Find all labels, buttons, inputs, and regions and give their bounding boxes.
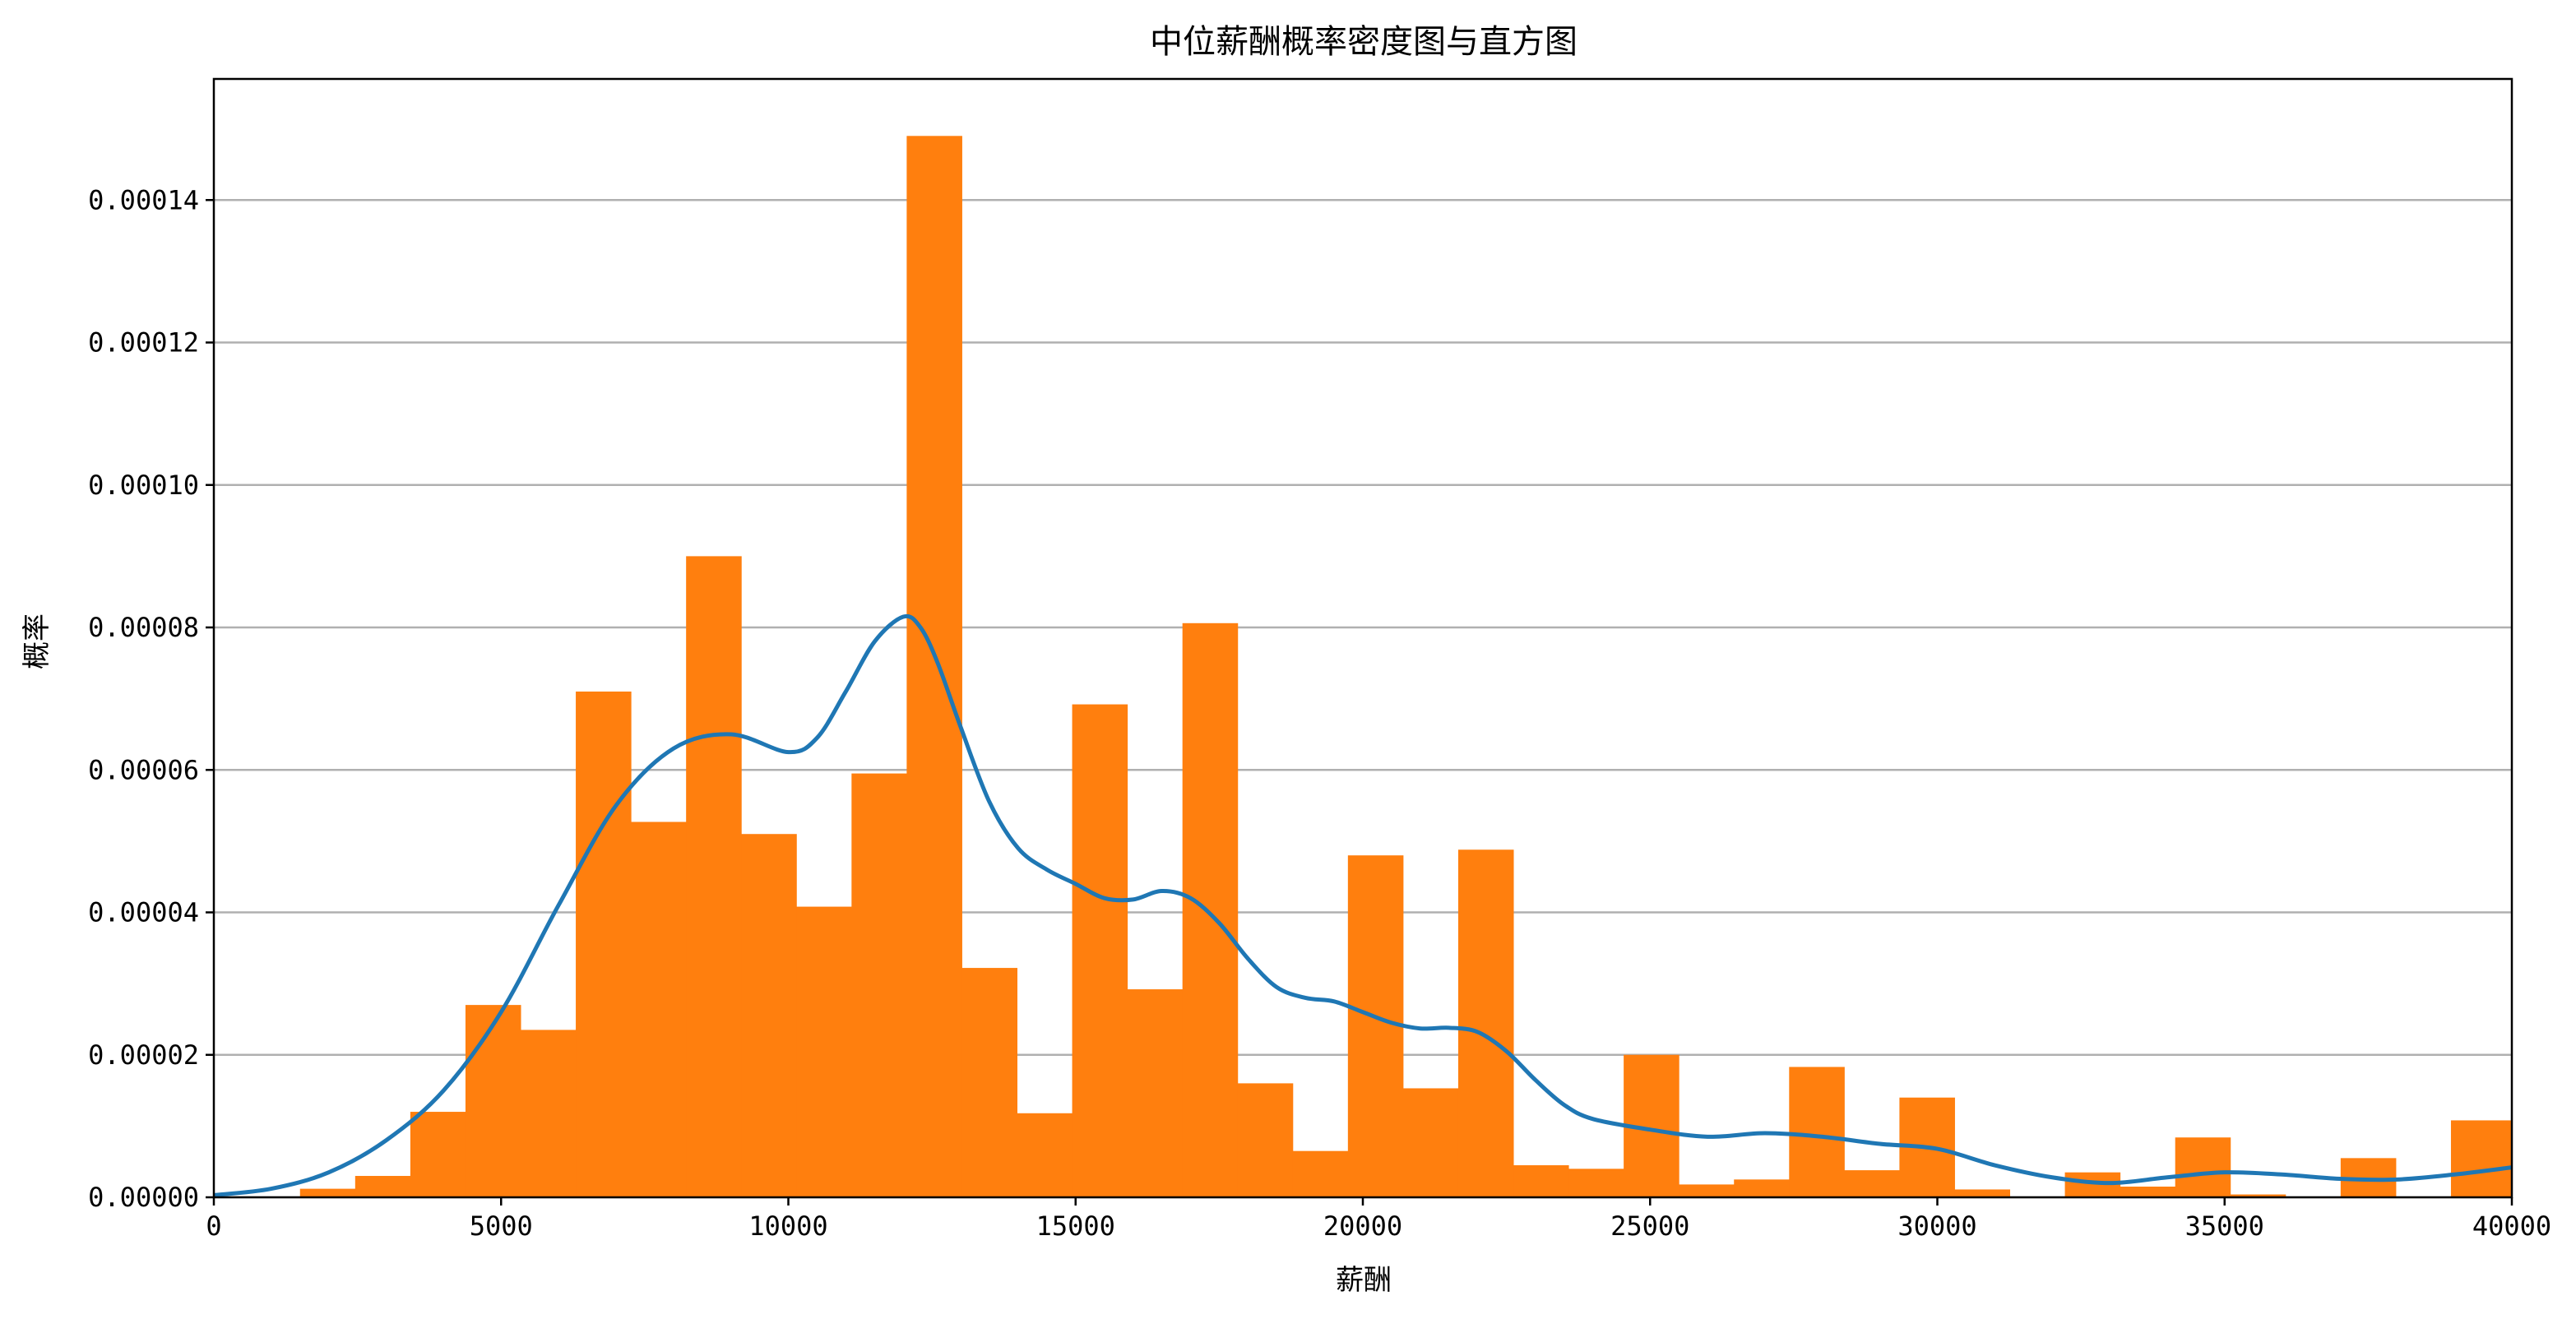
histogram-bar	[2120, 1187, 2176, 1197]
histogram-bar	[1789, 1067, 1845, 1197]
histogram-bar	[1017, 1113, 1073, 1197]
y-axis-label: 概率	[21, 613, 53, 669]
y-tick-label: 0.00010	[88, 470, 199, 501]
histogram-bar	[796, 906, 852, 1197]
histogram-bar	[1734, 1179, 1790, 1197]
x-tick-label: 10000	[748, 1210, 827, 1242]
histogram-bar	[2230, 1194, 2286, 1197]
y-tick-label: 0.00000	[88, 1182, 199, 1213]
y-axis-ticks: 0.00000 0.00002 0.00004 0.00006 0.00008 0.000…	[88, 184, 214, 1213]
histogram-bar	[1679, 1184, 1735, 1197]
histogram-bar	[2450, 1120, 2513, 1197]
y-tick-label: 0.00008	[88, 612, 199, 643]
histogram-bar	[851, 773, 907, 1197]
x-axis-ticks: 0 5000 10000 15000 20000 25000 30000 35000 40000	[206, 1197, 2551, 1242]
histogram-bar	[906, 136, 962, 1198]
y-tick-label: 0.00004	[88, 897, 199, 928]
x-tick-label: 0	[206, 1210, 221, 1242]
histogram-bar	[354, 1176, 411, 1197]
histogram-bar	[299, 1188, 356, 1197]
density-curve	[213, 613, 2513, 1197]
histogram-bars	[299, 136, 2513, 1198]
histogram-bar	[1072, 704, 1128, 1197]
x-tick-label: 30000	[1897, 1210, 1976, 1242]
histogram-bar	[1182, 622, 1239, 1197]
y-tick-label: 0.00002	[88, 1039, 199, 1071]
histogram-bar	[1402, 1088, 1459, 1197]
x-axis-label: 薪酬	[1336, 1264, 1392, 1297]
x-tick-label: 5000	[470, 1210, 533, 1242]
x-tick-label: 35000	[2185, 1210, 2264, 1242]
x-tick-label: 25000	[1610, 1210, 1689, 1242]
histogram-bar	[465, 1005, 521, 1197]
histogram-bar	[1127, 989, 1184, 1197]
histogram-bar	[410, 1112, 466, 1197]
histogram-bar	[1237, 1083, 1294, 1197]
y-tick-label: 0.00014	[88, 184, 199, 215]
histogram-bar	[741, 834, 797, 1197]
histogram-bar	[520, 1030, 577, 1197]
histogram-bar	[1844, 1170, 1900, 1197]
x-tick-label: 20000	[1323, 1210, 1402, 1242]
x-tick-label: 15000	[1036, 1210, 1115, 1242]
histogram-bar	[1568, 1169, 1624, 1197]
y-tick-label: 0.00012	[88, 327, 199, 359]
y-tick-label: 0.00006	[88, 754, 199, 785]
histogram-bar	[686, 556, 742, 1197]
histogram-bar	[1457, 849, 1514, 1197]
histogram-bar	[1292, 1150, 1349, 1197]
histogram-bar	[1513, 1165, 1569, 1197]
chart-title: 中位薪酬概率密度图与直方图	[1150, 23, 1578, 61]
histogram-bar	[2175, 1137, 2231, 1197]
x-tick-label: 40000	[2472, 1210, 2551, 1242]
histogram-bar	[576, 691, 632, 1197]
histogram-bar	[961, 968, 1018, 1197]
histogram-bar	[1347, 855, 1404, 1197]
histogram-bar	[1954, 1189, 2011, 1197]
histogram-bar	[631, 821, 687, 1197]
